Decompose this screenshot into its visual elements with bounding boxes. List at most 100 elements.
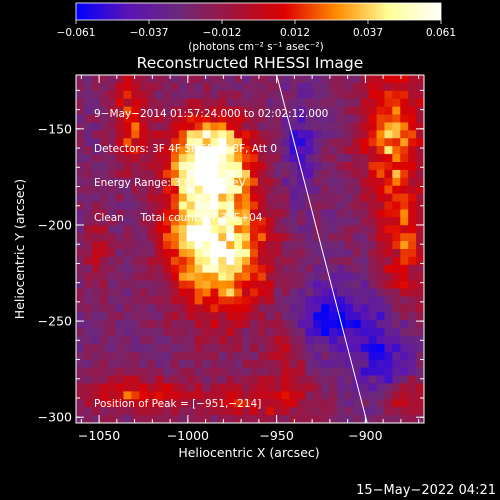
heatmap-cell — [139, 177, 148, 187]
heatmap-cell — [250, 90, 259, 100]
heatmap-cell — [242, 98, 251, 108]
heatmap-cell — [131, 106, 140, 116]
heatmap-cell — [273, 233, 283, 242]
heatmap-cell — [210, 162, 219, 171]
heatmap-cell — [257, 114, 267, 124]
heatmap-cell — [376, 90, 386, 100]
heatmap-cell — [408, 304, 417, 313]
heatmap-cell — [210, 367, 219, 377]
heatmap-cell — [226, 209, 235, 218]
heatmap-cell — [155, 122, 164, 131]
heatmap-cell — [329, 138, 338, 147]
heatmap-cell — [273, 217, 283, 226]
heatmap-cell — [352, 351, 362, 361]
heatmap-cell — [107, 280, 117, 290]
heatmap-cell — [242, 375, 251, 385]
heatmap-cell — [186, 312, 196, 321]
heatmap-cell — [408, 106, 417, 116]
heatmap-cell — [123, 391, 132, 400]
heatmap-cell — [194, 146, 204, 155]
heatmap-cell — [218, 351, 227, 361]
heatmap-cell — [218, 375, 227, 385]
heatmap-cell — [83, 225, 93, 234]
heatmap-cell — [186, 280, 196, 290]
heatmap-cell — [178, 280, 188, 290]
heatmap-cell — [234, 209, 243, 218]
heatmap-cell — [329, 272, 338, 282]
heatmap-cell — [155, 177, 164, 187]
heatmap-cell — [368, 312, 378, 321]
heatmap-cell — [273, 225, 283, 234]
heatmap-cell — [76, 98, 85, 108]
heatmap-cell — [265, 280, 275, 290]
heatmap-cell — [99, 407, 109, 416]
heatmap-cell — [115, 169, 125, 179]
x-tick-label: −900 — [348, 428, 382, 443]
heatmap-cell — [305, 304, 314, 313]
heatmap-cell — [202, 391, 212, 400]
heatmap-cell — [210, 256, 219, 266]
heatmap-cell — [305, 185, 314, 195]
heatmap-cell — [337, 185, 346, 195]
heatmap-cell — [313, 415, 322, 423]
heatmap-cell — [163, 146, 172, 155]
heatmap-cell — [115, 106, 125, 116]
heatmap-cell — [289, 415, 299, 423]
heatmap-cell — [392, 162, 401, 171]
heatmap-cell — [226, 375, 235, 385]
y-tick-label: −200 — [38, 217, 72, 232]
heatmap-cell — [400, 359, 409, 369]
heatmap-cell — [416, 391, 424, 400]
heatmap-cell — [83, 328, 93, 337]
heatmap-cell — [155, 154, 164, 163]
heatmap-cell — [344, 217, 354, 226]
heatmap-cell — [352, 146, 362, 155]
heatmap-cell — [186, 256, 196, 266]
heatmap-cell — [416, 312, 424, 321]
heatmap-cell — [115, 272, 125, 282]
heatmap-cell — [202, 209, 212, 218]
heatmap-cell — [376, 312, 386, 321]
heatmap-cell — [281, 193, 291, 203]
heatmap-cell — [163, 272, 172, 282]
heatmap-cell — [368, 351, 378, 361]
heatmap-cell — [273, 351, 283, 361]
heatmap-cell — [83, 201, 93, 211]
heatmap-cell — [242, 280, 251, 290]
heatmap-cell — [337, 256, 346, 266]
heatmap-cell — [257, 138, 267, 147]
heatmap-cell — [107, 391, 117, 400]
heatmap-cell — [99, 233, 109, 242]
heatmap-cell — [218, 225, 227, 234]
heatmap-cell — [123, 383, 132, 392]
heatmap-cell — [360, 359, 370, 369]
heatmap-cell — [321, 304, 330, 313]
heatmap-cell — [400, 256, 409, 266]
heatmap-cell — [313, 343, 322, 353]
colorbar — [75, 2, 442, 21]
heatmap-cell — [194, 415, 204, 423]
heatmap-cell — [107, 75, 117, 84]
heatmap-cell — [242, 391, 251, 400]
heatmap-cell — [265, 407, 275, 416]
heatmap-cell — [392, 146, 401, 155]
heatmap-cell — [163, 375, 172, 385]
heatmap-cell — [273, 367, 283, 377]
heatmap-cell — [170, 209, 180, 218]
heatmap-cell — [257, 383, 267, 392]
heatmap-cell — [91, 225, 101, 234]
heatmap-cell — [408, 288, 417, 298]
heatmap-cell — [416, 106, 424, 116]
heatmap-cell — [155, 336, 164, 345]
heatmap-cell — [250, 415, 259, 423]
heatmap-cell — [170, 399, 180, 408]
heatmap-cell — [234, 90, 243, 100]
heatmap-cell — [226, 256, 235, 266]
heatmap-cell — [281, 312, 291, 321]
heatmap-cell — [368, 359, 378, 369]
heatmap-cell — [250, 82, 259, 92]
heatmap-cell — [265, 336, 275, 345]
colorbar-tick-label: 0.061 — [426, 27, 456, 39]
heatmap-cell — [242, 217, 251, 226]
heatmap-cell — [218, 312, 227, 321]
